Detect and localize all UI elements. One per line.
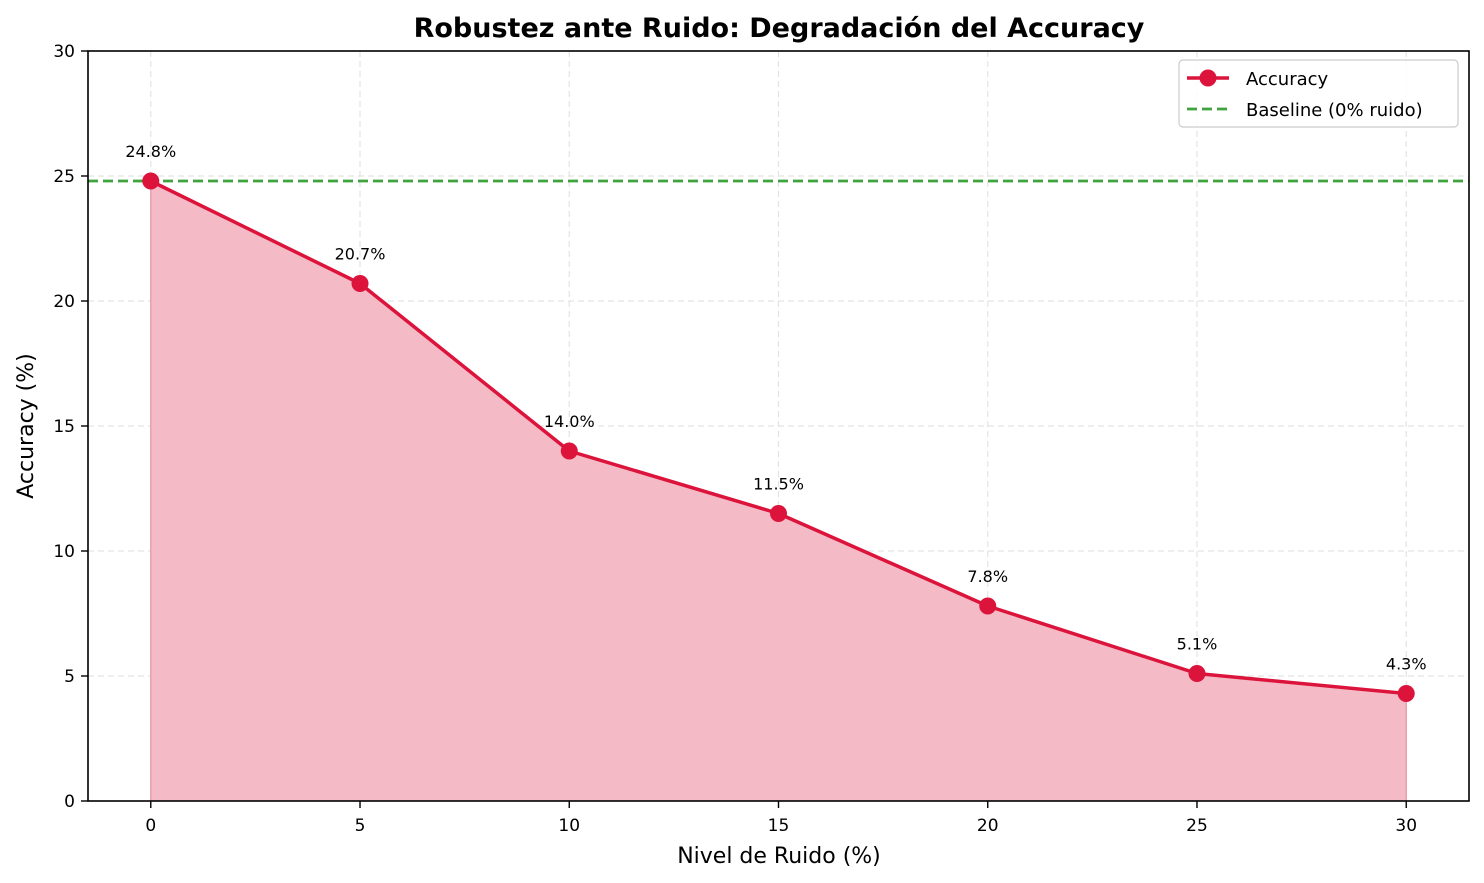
x-tick-label: 25 bbox=[1186, 816, 1208, 836]
accuracy-point bbox=[560, 442, 578, 460]
x-axis-label: Nivel de Ruido (%) bbox=[677, 844, 881, 869]
y-tick-label: 5 bbox=[64, 667, 75, 687]
x-tick-label: 15 bbox=[768, 816, 790, 836]
x-tick-label: 5 bbox=[355, 816, 366, 836]
legend: Accuracy Baseline (0% ruido) bbox=[1178, 59, 1459, 128]
x-tick-label: 10 bbox=[558, 816, 580, 836]
legend-accuracy-label: Accuracy bbox=[1246, 69, 1329, 90]
legend-accuracy-marker bbox=[1199, 69, 1217, 87]
y-tick-label: 15 bbox=[53, 417, 75, 437]
y-tick-label: 0 bbox=[64, 792, 75, 812]
data-label: 14.0% bbox=[544, 412, 595, 431]
label-layer: 24.8% 20.7% 14.0% 11.5% 7.8% 5.1% 4.3% bbox=[125, 142, 1426, 674]
chart-title: Robustez ante Ruido: Degradación del Acc… bbox=[414, 13, 1145, 44]
y-tick-label: 20 bbox=[53, 292, 75, 312]
accuracy-point bbox=[1397, 685, 1415, 702]
data-label: 11.5% bbox=[753, 475, 804, 494]
data-label: 7.8% bbox=[967, 567, 1008, 586]
x-axis-ticks: 0 5 10 15 20 25 30 bbox=[145, 801, 1417, 836]
x-tick-label: 20 bbox=[977, 816, 999, 836]
data-label: 5.1% bbox=[1177, 635, 1218, 654]
y-tick-label: 30 bbox=[53, 42, 75, 62]
accuracy-point bbox=[1188, 665, 1206, 682]
accuracy-point bbox=[979, 597, 997, 615]
y-tick-label: 10 bbox=[53, 542, 75, 562]
y-axis-ticks: 0 5 10 15 20 25 30 bbox=[53, 42, 88, 812]
marker-layer bbox=[142, 172, 1415, 702]
accuracy-point bbox=[770, 505, 787, 522]
accuracy-area bbox=[150, 181, 1407, 801]
legend-box bbox=[1178, 59, 1459, 128]
data-label: 4.3% bbox=[1386, 655, 1427, 674]
data-label: 20.7% bbox=[335, 245, 386, 264]
x-tick-label: 30 bbox=[1395, 816, 1417, 836]
data-label: 24.8% bbox=[125, 142, 176, 161]
area-layer bbox=[150, 181, 1407, 801]
y-axis-label: Accuracy (%) bbox=[14, 353, 39, 499]
legend-baseline-label: Baseline (0% ruido) bbox=[1246, 100, 1423, 121]
accuracy-point bbox=[351, 275, 369, 292]
accuracy-point bbox=[142, 172, 160, 190]
x-tick-label: 0 bbox=[145, 816, 156, 836]
y-tick-label: 25 bbox=[53, 167, 75, 187]
